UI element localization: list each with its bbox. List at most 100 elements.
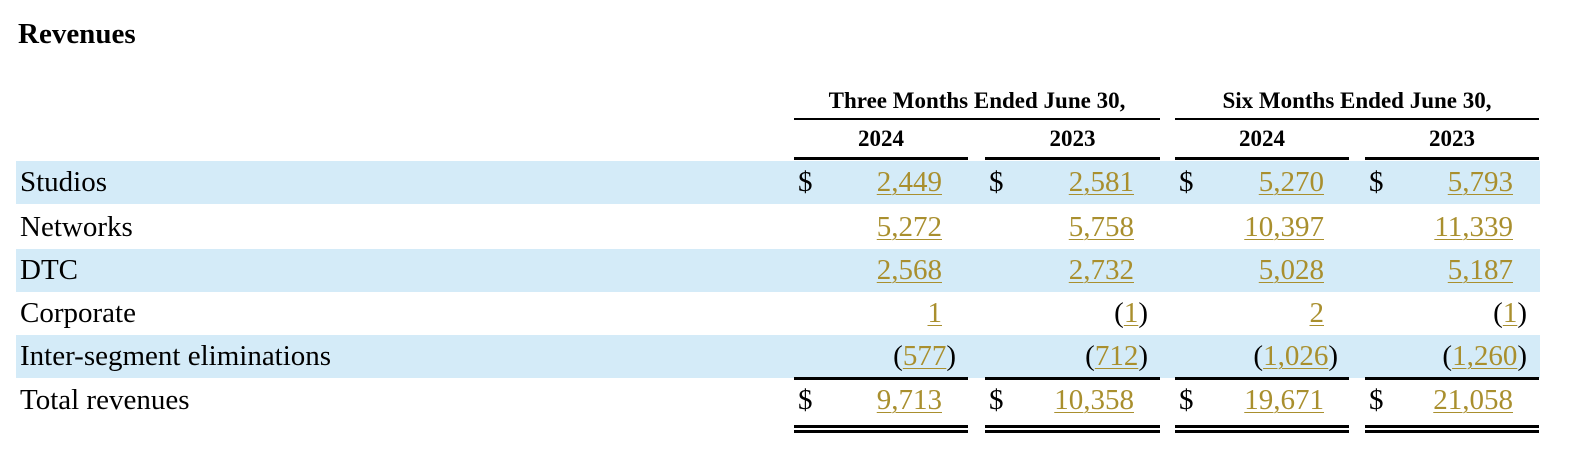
total-row: Total revenues $9,713 $10,358 $19,671 $21,05…	[16, 379, 1540, 422]
negative-value: (1,260)	[1442, 340, 1527, 372]
subtotal-rule	[1365, 377, 1539, 380]
table-row: DTC 2,568 2,732 5,028 5,187	[16, 249, 1540, 292]
year-header: 2024	[794, 126, 968, 160]
value-cell: 2,568	[794, 254, 956, 290]
row-label: Networks	[20, 211, 133, 243]
table-row: Studios $2,449 $2,581 $5,270 $5,793	[16, 161, 1540, 204]
value: 5,272	[877, 211, 956, 244]
row-label: DTC	[20, 254, 78, 286]
value-cell: $10,358	[985, 384, 1148, 420]
value-link[interactable]: 2,581	[1068, 166, 1134, 198]
value-link[interactable]: 2,449	[876, 166, 942, 198]
value-cell: 1	[794, 297, 956, 333]
value-cell: $19,671	[1175, 384, 1338, 420]
year-header: 2024	[1175, 126, 1349, 160]
value-cell: $2,581	[985, 166, 1148, 202]
value-link[interactable]: 19,671	[1244, 384, 1324, 416]
value-link[interactable]: 1	[1123, 297, 1139, 329]
value-cell: 10,397	[1175, 211, 1338, 247]
value: 5,793	[1448, 166, 1527, 199]
year-header: 2023	[985, 126, 1160, 160]
negative-value: (1,026)	[1253, 340, 1338, 372]
negative-value: (1)	[1493, 297, 1527, 329]
table-row: Inter-segment eliminations (577) (712) (1,0…	[16, 335, 1540, 378]
negative-value: (1)	[1114, 297, 1148, 329]
value-link[interactable]: 577	[902, 340, 947, 372]
negative-value: (577)	[893, 340, 956, 372]
value-cell: 5,272	[794, 211, 956, 247]
value: 5,028	[1259, 254, 1338, 287]
value-cell: 5,028	[1175, 254, 1338, 290]
currency-symbol: $	[798, 166, 813, 198]
section-title: Revenues	[18, 18, 136, 50]
value-cell: 5,187	[1365, 254, 1527, 290]
subtotal-rule	[1175, 377, 1349, 380]
value-cell: $9,713	[794, 384, 956, 420]
value: 5,270	[1259, 166, 1338, 199]
value: 2	[1310, 297, 1339, 330]
value-link[interactable]: 21,058	[1433, 384, 1513, 416]
value-link[interactable]: 9,713	[876, 384, 942, 416]
value: 11,339	[1434, 211, 1527, 244]
value-cell: $5,270	[1175, 166, 1338, 202]
total-double-rule	[985, 425, 1160, 433]
value: 10,358	[1054, 384, 1148, 417]
value-link[interactable]: 1	[927, 297, 943, 329]
value-link[interactable]: 5,187	[1447, 254, 1513, 286]
value-link[interactable]: 2	[1309, 297, 1325, 329]
value: 2,581	[1069, 166, 1148, 199]
value-link[interactable]: 1,260	[1452, 340, 1518, 372]
value-link[interactable]: 2,732	[1068, 254, 1134, 286]
currency-symbol: $	[1179, 166, 1194, 198]
value-link[interactable]: 5,272	[876, 211, 942, 243]
table-row: Networks 5,272 5,758 10,397 11,339	[16, 206, 1540, 249]
value-cell: (712)	[985, 340, 1148, 376]
period-header-three-months: Three Months Ended June 30,	[794, 88, 1160, 120]
table-row: Corporate 1 (1) 2 (1)	[16, 292, 1540, 335]
row-label: Inter-segment eliminations	[20, 340, 332, 372]
value-cell: (1)	[1365, 297, 1527, 333]
value: 2,449	[877, 166, 956, 199]
row-label: Studios	[20, 166, 108, 198]
currency-symbol: $	[798, 384, 813, 416]
value-cell: (1,026)	[1175, 340, 1338, 376]
value: 5,187	[1448, 254, 1527, 287]
currency-symbol: $	[989, 384, 1004, 416]
total-double-rule	[1365, 425, 1539, 433]
year-header: 2023	[1365, 126, 1539, 160]
value-link[interactable]: 10,397	[1244, 211, 1324, 243]
value-cell: $5,793	[1365, 166, 1527, 202]
row-label: Corporate	[20, 297, 136, 329]
currency-symbol: $	[1369, 166, 1384, 198]
value-link[interactable]: 1,026	[1263, 340, 1329, 372]
value: 19,671	[1244, 384, 1338, 417]
value-link[interactable]: 5,758	[1068, 211, 1134, 243]
total-double-rule	[794, 425, 968, 433]
currency-symbol: $	[989, 166, 1004, 198]
value-link[interactable]: 10,358	[1054, 384, 1134, 416]
value-cell: (1,260)	[1365, 340, 1527, 376]
value-cell: (1)	[985, 297, 1148, 333]
value-cell: $21,058	[1365, 384, 1527, 420]
value-link[interactable]: 11,339	[1434, 211, 1513, 243]
value-cell: 2,732	[985, 254, 1148, 290]
value-cell: (577)	[794, 340, 956, 376]
value-link[interactable]: 712	[1094, 340, 1139, 372]
value-link[interactable]: 5,793	[1447, 166, 1513, 198]
subtotal-rule	[985, 377, 1160, 380]
value-cell: 5,758	[985, 211, 1148, 247]
row-label: Total revenues	[20, 384, 190, 416]
value: 2,732	[1069, 254, 1148, 287]
currency-symbol: $	[1369, 384, 1384, 416]
value: 9,713	[877, 384, 956, 417]
negative-value: (712)	[1085, 340, 1148, 372]
value-link[interactable]: 5,028	[1258, 254, 1324, 286]
value-link[interactable]: 1	[1502, 297, 1518, 329]
value-cell: 11,339	[1365, 211, 1527, 247]
total-double-rule	[1175, 425, 1349, 433]
period-header-six-months: Six Months Ended June 30,	[1175, 88, 1539, 120]
value: 5,758	[1069, 211, 1148, 244]
value-link[interactable]: 5,270	[1258, 166, 1324, 198]
value-link[interactable]: 2,568	[876, 254, 942, 286]
value: 21,058	[1433, 384, 1527, 417]
